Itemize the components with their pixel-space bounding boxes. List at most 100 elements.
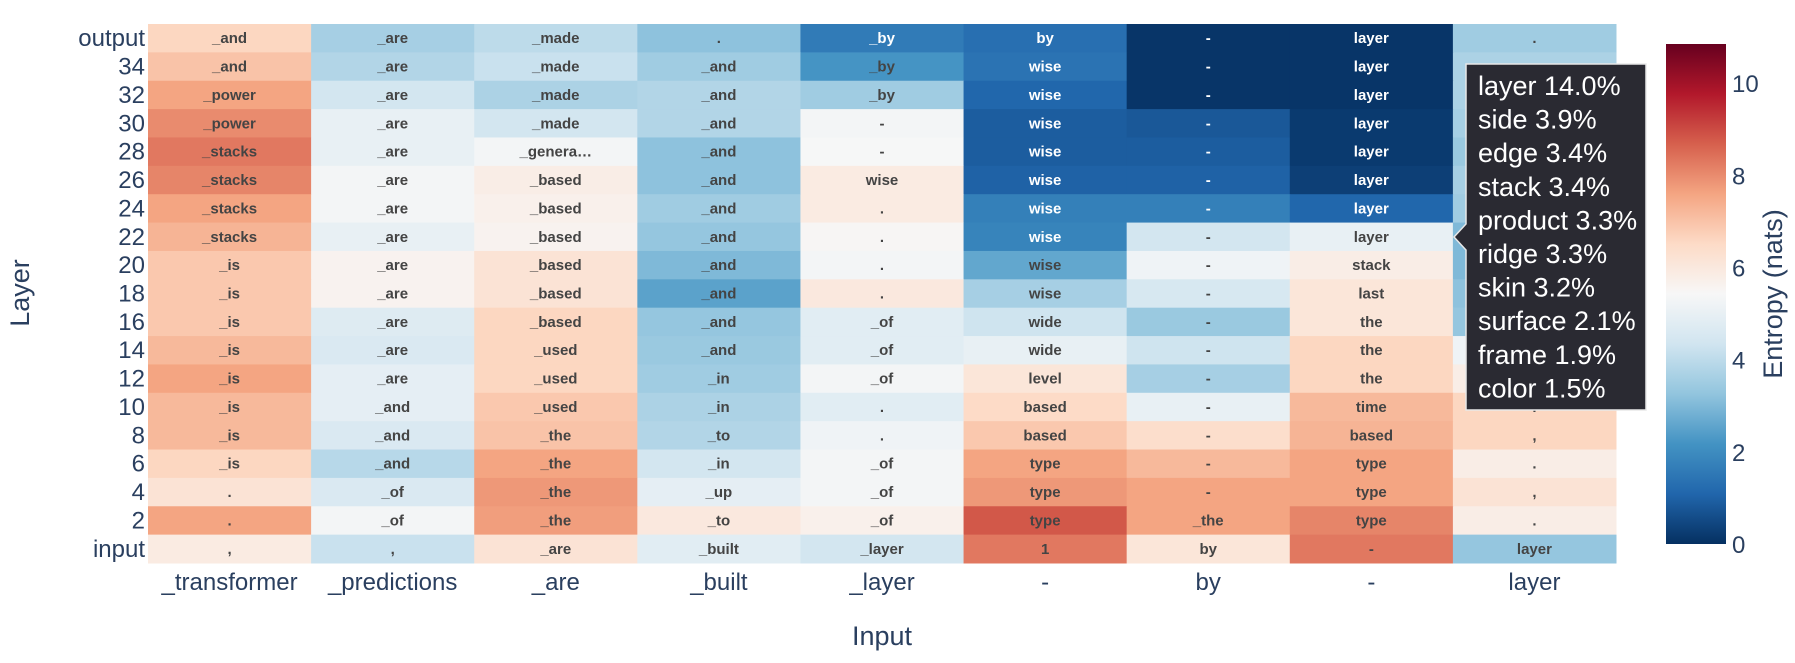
heatmap-cell[interactable] bbox=[637, 307, 801, 337]
heatmap-cell[interactable] bbox=[148, 52, 312, 82]
heatmap-cell[interactable] bbox=[1289, 137, 1454, 167]
heatmap-cell[interactable] bbox=[148, 307, 312, 337]
heatmap-cell[interactable] bbox=[1126, 24, 1291, 53]
heatmap-cell[interactable] bbox=[1289, 392, 1454, 422]
heatmap-cell[interactable] bbox=[1289, 194, 1454, 224]
heatmap-cell[interactable] bbox=[637, 109, 801, 138]
heatmap-cell[interactable] bbox=[637, 194, 801, 224]
heatmap-cell[interactable] bbox=[311, 222, 475, 252]
heatmap-cell[interactable] bbox=[1126, 449, 1291, 479]
heatmap-cell[interactable] bbox=[637, 222, 801, 252]
heatmap-cell[interactable] bbox=[311, 279, 475, 309]
heatmap-cell[interactable] bbox=[1289, 421, 1454, 451]
heatmap-cell[interactable] bbox=[474, 336, 638, 365]
heatmap-cell[interactable] bbox=[474, 477, 638, 507]
heatmap-cell[interactable] bbox=[1126, 336, 1291, 365]
heatmap-cell[interactable] bbox=[311, 137, 475, 167]
heatmap-cell[interactable] bbox=[800, 52, 965, 82]
heatmap-cell[interactable] bbox=[800, 250, 965, 280]
heatmap-cell[interactable] bbox=[637, 336, 801, 365]
heatmap-cell[interactable] bbox=[637, 250, 801, 280]
heatmap-cell[interactable] bbox=[800, 194, 965, 224]
heatmap-cell[interactable] bbox=[800, 80, 965, 110]
heatmap-cell[interactable] bbox=[1126, 194, 1291, 224]
heatmap-cell[interactable] bbox=[311, 477, 475, 507]
heatmap-cell[interactable] bbox=[1452, 421, 1617, 451]
heatmap-cell[interactable] bbox=[148, 80, 312, 110]
heatmap-cell[interactable] bbox=[1289, 165, 1454, 195]
heatmap-cell[interactable] bbox=[963, 449, 1128, 479]
heatmap-cell[interactable] bbox=[637, 364, 801, 394]
heatmap-cell[interactable] bbox=[1289, 52, 1454, 82]
heatmap-cell[interactable] bbox=[474, 364, 638, 394]
heatmap-cell[interactable] bbox=[474, 194, 638, 224]
heatmap-cell[interactable] bbox=[800, 421, 965, 451]
heatmap-cell[interactable] bbox=[311, 421, 475, 451]
heatmap-cell[interactable] bbox=[800, 449, 965, 479]
heatmap-cell[interactable] bbox=[1289, 80, 1454, 110]
heatmap-cell[interactable] bbox=[637, 80, 801, 110]
heatmap-cell[interactable] bbox=[963, 279, 1128, 309]
heatmap-cell[interactable] bbox=[1126, 165, 1291, 195]
heatmap-cell[interactable] bbox=[311, 80, 475, 110]
heatmap-cell[interactable] bbox=[311, 307, 475, 337]
heatmap-cell[interactable] bbox=[474, 506, 638, 536]
heatmap-cell[interactable] bbox=[637, 392, 801, 422]
heatmap-cell[interactable] bbox=[474, 392, 638, 422]
heatmap-cell[interactable] bbox=[963, 109, 1128, 138]
heatmap-cell[interactable] bbox=[1452, 24, 1617, 53]
heatmap-cell[interactable] bbox=[1452, 477, 1617, 507]
heatmap-cell[interactable] bbox=[1126, 392, 1291, 422]
heatmap-cell[interactable] bbox=[1126, 364, 1291, 394]
heatmap-cell[interactable] bbox=[1289, 506, 1454, 536]
heatmap-cell[interactable] bbox=[1452, 449, 1617, 479]
heatmap-cell[interactable] bbox=[311, 336, 475, 365]
heatmap-cell[interactable] bbox=[637, 477, 801, 507]
heatmap-cell[interactable] bbox=[474, 80, 638, 110]
heatmap-cell[interactable] bbox=[963, 250, 1128, 280]
heatmap-cell[interactable] bbox=[1126, 80, 1291, 110]
heatmap-cell[interactable] bbox=[963, 534, 1128, 564]
heatmap-cell[interactable] bbox=[1126, 477, 1291, 507]
heatmap-cell[interactable] bbox=[311, 52, 475, 82]
heatmap-cell[interactable] bbox=[1289, 477, 1454, 507]
heatmap-cell[interactable] bbox=[474, 24, 638, 53]
heatmap-cell[interactable] bbox=[1126, 307, 1291, 337]
heatmap-cell[interactable] bbox=[963, 52, 1128, 82]
heatmap-cell[interactable] bbox=[800, 109, 965, 138]
heatmap-cell[interactable] bbox=[800, 307, 965, 337]
heatmap-cell[interactable] bbox=[148, 109, 312, 138]
heatmap-cell[interactable] bbox=[474, 109, 638, 138]
heatmap-cell[interactable] bbox=[1126, 109, 1291, 138]
heatmap-cell[interactable] bbox=[474, 222, 638, 252]
heatmap-cell[interactable] bbox=[800, 137, 965, 167]
heatmap-cell[interactable] bbox=[963, 421, 1128, 451]
heatmap-cell[interactable] bbox=[1289, 534, 1454, 564]
heatmap-cell[interactable] bbox=[1289, 279, 1454, 309]
heatmap-cell[interactable] bbox=[963, 364, 1128, 394]
heatmap-cell[interactable] bbox=[311, 449, 475, 479]
heatmap-cell[interactable] bbox=[1452, 506, 1617, 536]
heatmap-cell[interactable] bbox=[800, 392, 965, 422]
heatmap-cell[interactable] bbox=[800, 222, 965, 252]
heatmap-cell[interactable] bbox=[1126, 137, 1291, 167]
heatmap-cell[interactable] bbox=[311, 165, 475, 195]
heatmap-cell[interactable] bbox=[474, 250, 638, 280]
heatmap-cell[interactable] bbox=[637, 534, 801, 564]
heatmap-cell[interactable] bbox=[963, 336, 1128, 365]
heatmap-cell[interactable] bbox=[1126, 250, 1291, 280]
heatmap-cell[interactable] bbox=[148, 506, 312, 536]
heatmap-cell[interactable] bbox=[1289, 364, 1454, 394]
heatmap-cell[interactable] bbox=[1289, 109, 1454, 138]
heatmap-cell[interactable] bbox=[637, 24, 801, 53]
heatmap-cell[interactable] bbox=[963, 194, 1128, 224]
heatmap-cell[interactable] bbox=[474, 137, 638, 167]
heatmap-cell[interactable] bbox=[963, 392, 1128, 422]
heatmap-cell[interactable] bbox=[800, 336, 965, 365]
heatmap-cell[interactable] bbox=[963, 506, 1128, 536]
heatmap-cell[interactable] bbox=[311, 534, 475, 564]
heatmap-cell[interactable] bbox=[637, 449, 801, 479]
heatmap-cell[interactable] bbox=[148, 392, 312, 422]
heatmap-cell[interactable] bbox=[800, 165, 965, 195]
heatmap-cell[interactable] bbox=[963, 137, 1128, 167]
